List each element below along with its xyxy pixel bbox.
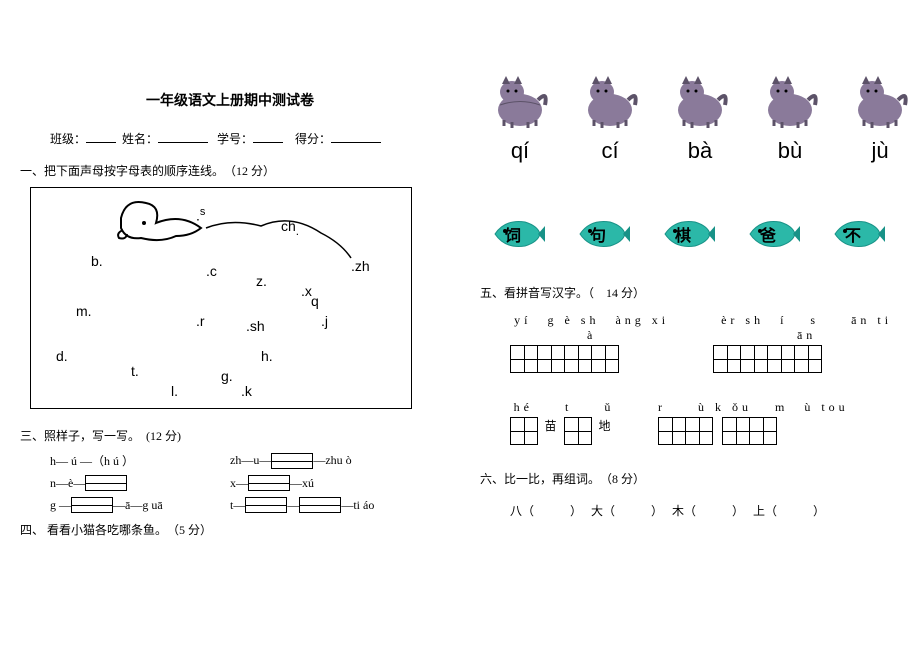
fish-char: 句 bbox=[590, 222, 606, 246]
hanzi-cell[interactable] bbox=[564, 345, 592, 373]
dot-b: b. bbox=[91, 253, 103, 269]
student-info-line: 班级： 姓名： 学号： 得分： bbox=[50, 130, 440, 147]
hanzi-cell[interactable] bbox=[722, 417, 750, 445]
hanzi-cell[interactable] bbox=[794, 345, 822, 373]
dot-s: .s bbox=[196, 206, 205, 224]
pinyin-label: r ù k ǒu m ù tou bbox=[658, 398, 849, 415]
dot-k: .k bbox=[241, 383, 252, 399]
q3-row-1: h— ú —（h ú ） zh—u——zhu ò bbox=[50, 452, 440, 469]
hanzi-cell[interactable] bbox=[564, 417, 592, 445]
fish-char: 饲 bbox=[505, 222, 521, 246]
dot-g: g. bbox=[221, 368, 233, 384]
fish-item: 棋 bbox=[660, 214, 715, 254]
dot-t: t. bbox=[131, 363, 139, 379]
cat-label: jù bbox=[850, 138, 910, 164]
id-label: 学号： bbox=[217, 132, 253, 146]
fish-item: 爸 bbox=[745, 214, 800, 254]
fish-char: 棋 bbox=[675, 222, 691, 246]
hanzi-cell[interactable] bbox=[658, 417, 686, 445]
dot-d: d. bbox=[56, 348, 68, 364]
q3-row-2: n—è— x——xú bbox=[50, 475, 440, 491]
hanzi-cell[interactable] bbox=[685, 417, 713, 445]
cat-label: cí bbox=[580, 138, 640, 164]
hanzi-cell[interactable] bbox=[591, 345, 619, 373]
q6-item: 上（ ） bbox=[753, 504, 825, 518]
fish-item: 句 bbox=[575, 214, 630, 254]
fill-box[interactable] bbox=[299, 497, 341, 513]
fish-item: 不 bbox=[830, 214, 885, 254]
fill-box[interactable] bbox=[245, 497, 287, 513]
q5-heading: 五、看拼音写汉字。（ 14 分） bbox=[480, 284, 900, 301]
q5-row2: hé t ǔ 苗 地 r ù k ǒu m ù tou bbox=[510, 398, 900, 445]
dot-zh: .zh bbox=[351, 258, 370, 274]
hanzi-cell[interactable] bbox=[510, 345, 538, 373]
pinyin-label: èr sh í s ān ti ān bbox=[713, 311, 900, 343]
dot-c: .c bbox=[206, 263, 217, 279]
cats-row: qí cí bbox=[490, 70, 900, 164]
dot-sh: .sh bbox=[246, 318, 265, 334]
cat-label: bà bbox=[670, 138, 730, 164]
cat-item: bù bbox=[760, 70, 820, 164]
fill-box[interactable] bbox=[271, 453, 313, 469]
dot-r: .r bbox=[196, 313, 205, 329]
dot-ch: ch. bbox=[281, 218, 299, 238]
cat-label: bù bbox=[760, 138, 820, 164]
dot-q: q bbox=[311, 293, 319, 309]
q5-row1: yí g è sh àng xi à èr sh í s ān ti ān bbox=[510, 311, 900, 373]
hanzi-cell[interactable] bbox=[713, 345, 741, 373]
cat-label: qí bbox=[490, 138, 550, 164]
dot-j: .j bbox=[321, 313, 328, 329]
q1-heading: 一、把下面声母按字母表的顺序连线。 （12 分） bbox=[20, 162, 440, 179]
score-label: 得分： bbox=[295, 132, 331, 146]
q6-row: 八（ ） 大（ ） 木（ ） 上（ ） bbox=[510, 502, 900, 519]
hanzi-cell[interactable] bbox=[740, 345, 768, 373]
cat-icon bbox=[580, 70, 640, 130]
fish-row: 饲 句 棋 bbox=[490, 214, 900, 254]
q4-heading: 四、 看看小猫各吃哪条鱼。 （5 分） bbox=[20, 521, 440, 538]
hanzi-cell[interactable] bbox=[749, 417, 777, 445]
given-char: 地 bbox=[591, 417, 618, 434]
q3-row-3: g ——ā—g uā t———ti áo bbox=[50, 497, 440, 513]
cat-icon bbox=[760, 70, 820, 130]
hanzi-cell[interactable] bbox=[537, 345, 565, 373]
cat-item: cí bbox=[580, 70, 640, 164]
name-label: 姓名： bbox=[122, 132, 158, 146]
hanzi-cell[interactable] bbox=[510, 417, 538, 445]
dot-l: l. bbox=[171, 383, 178, 399]
dot-z: z. bbox=[256, 273, 267, 289]
cat-icon bbox=[490, 70, 550, 130]
fill-box[interactable] bbox=[248, 475, 290, 491]
fish-item: 饲 bbox=[490, 214, 545, 254]
fish-char: 不 bbox=[845, 222, 861, 246]
connect-dots-figure: .s ch. b. .c .zh z. .x m. .r .sh .j q d.… bbox=[30, 187, 412, 409]
cat-icon bbox=[850, 70, 910, 130]
pinyin-label: hé t ǔ bbox=[510, 398, 618, 415]
exam-title: 一年级语文上册期中测试卷 bbox=[20, 90, 440, 110]
cat-item: jù bbox=[850, 70, 910, 164]
pinyin-label: yí g è sh àng xi à bbox=[510, 311, 673, 343]
given-char: 苗 bbox=[537, 417, 564, 434]
fill-box[interactable] bbox=[85, 475, 127, 491]
cat-icon bbox=[670, 70, 730, 130]
cat-item: bà bbox=[670, 70, 730, 164]
q6-item: 八（ ） bbox=[510, 504, 582, 518]
q6-item: 大（ ） bbox=[591, 504, 663, 518]
dot-h: h. bbox=[261, 348, 273, 364]
fish-char: 爸 bbox=[760, 222, 776, 246]
class-label: 班级： bbox=[50, 132, 86, 146]
q3-heading: 三、照样子，写一写。 (12 分) bbox=[20, 427, 440, 444]
dot-m: m. bbox=[76, 303, 92, 319]
q6-heading: 六、比一比，再组词。 （8 分） bbox=[480, 470, 900, 487]
hanzi-cell[interactable] bbox=[767, 345, 795, 373]
q6-item: 木（ ） bbox=[672, 504, 744, 518]
fill-box[interactable] bbox=[71, 497, 113, 513]
cat-item: qí bbox=[490, 70, 550, 164]
